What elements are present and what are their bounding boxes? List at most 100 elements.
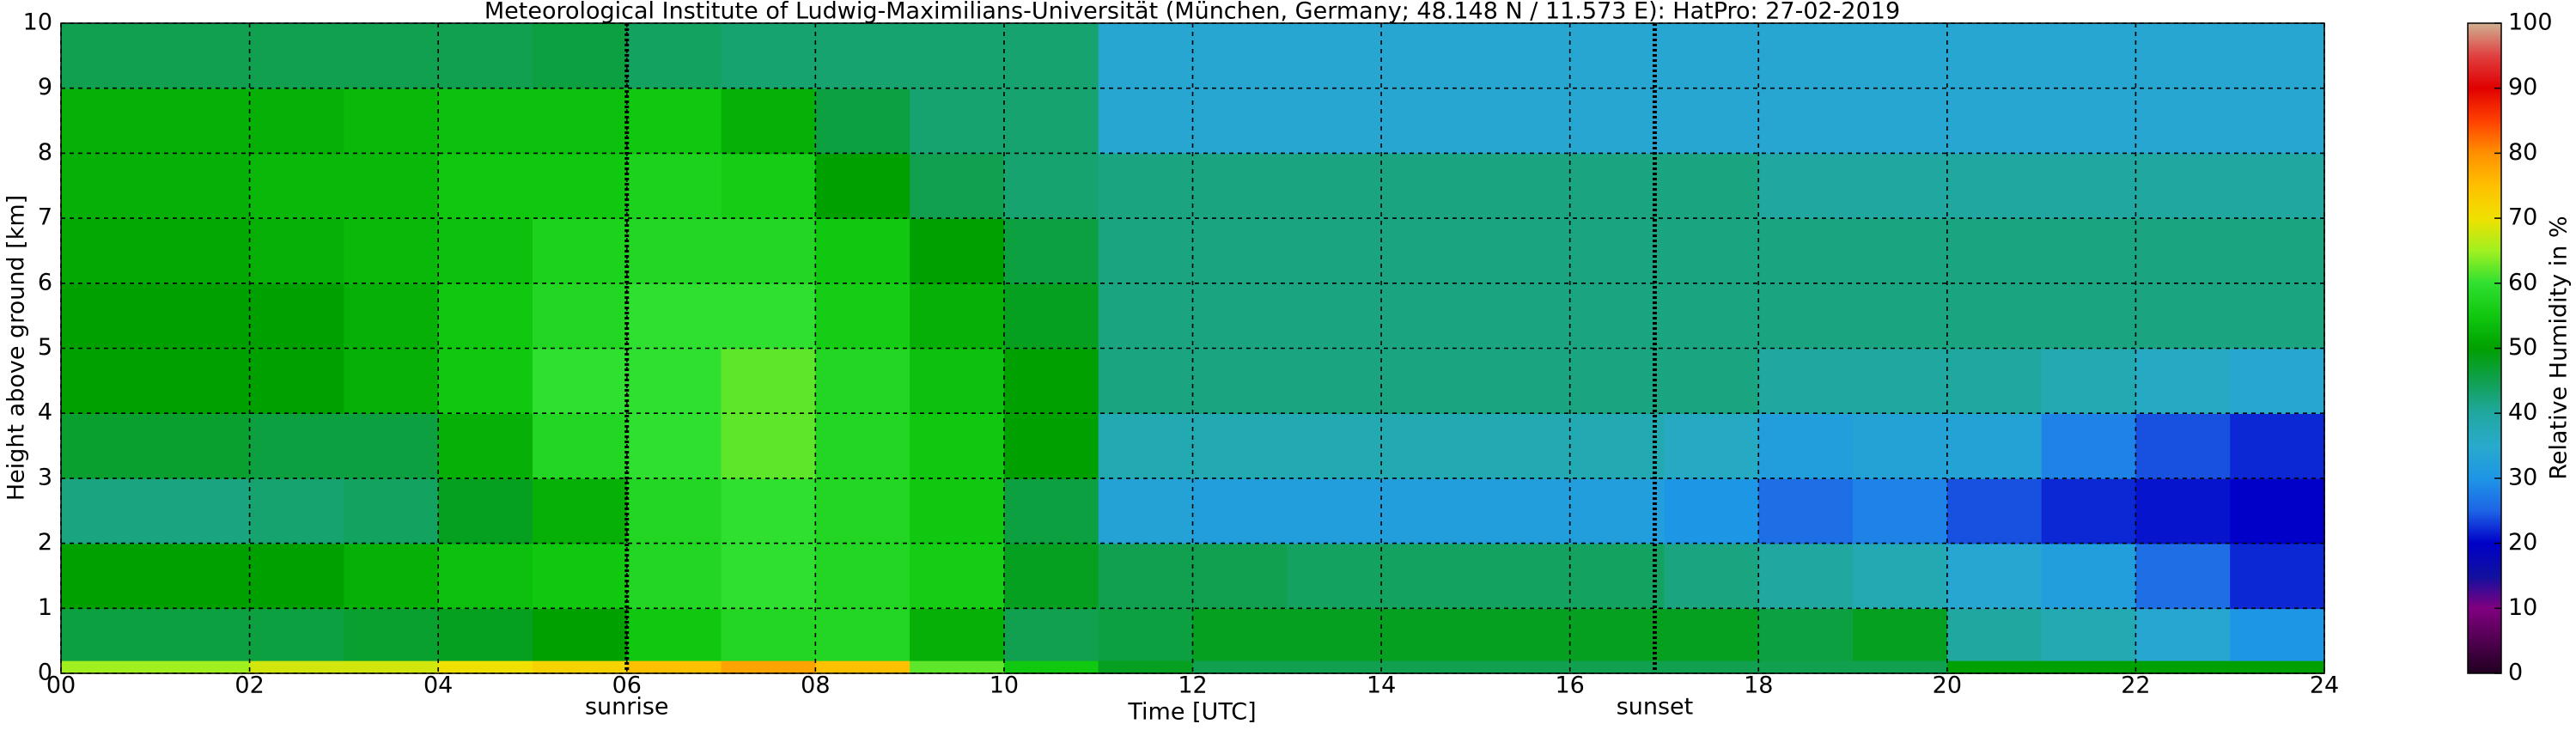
heatmap-cell	[1003, 478, 1099, 544]
heatmap-cell	[721, 413, 817, 479]
heatmap-cell	[438, 413, 533, 479]
heatmap-cell	[2230, 23, 2325, 89]
heatmap-cell	[155, 608, 251, 661]
heatmap-cell	[1569, 478, 1666, 544]
heatmap-cell	[1475, 608, 1571, 661]
colorbar-tick-label: 10	[2508, 594, 2537, 621]
heatmap-cell	[249, 608, 345, 661]
heatmap-cell	[721, 543, 817, 610]
heatmap-cell	[438, 660, 533, 674]
heatmap-cell	[1853, 153, 1948, 219]
heatmap-cell	[155, 88, 251, 155]
heatmap-cell	[910, 348, 1005, 414]
y-tick-label: 4	[38, 399, 52, 426]
heatmap-cell	[721, 478, 817, 544]
heatmap-cell	[1192, 23, 1288, 89]
colorbar-tick-label: 0	[2508, 660, 2523, 686]
heatmap-cell	[61, 543, 156, 610]
heatmap-cell	[438, 543, 533, 610]
heatmap-cell	[721, 23, 817, 89]
heatmap-cell	[1287, 218, 1382, 284]
heatmap-cell	[1098, 218, 1194, 284]
heatmap-cell	[155, 413, 251, 479]
colorbar-tick-label: 80	[2508, 139, 2537, 166]
heatmap-cell	[1758, 153, 1854, 219]
heatmap-cell	[1098, 283, 1194, 350]
y-tick-label: 1	[38, 594, 52, 621]
heatmap-cell	[626, 413, 722, 479]
heatmap-cell	[1758, 348, 1854, 414]
heatmap-cell	[910, 153, 1005, 219]
heatmap-cell	[1192, 608, 1288, 661]
heatmap-cell	[61, 478, 156, 544]
heatmap-cell	[1946, 543, 2043, 610]
heatmap-cell	[2230, 478, 2325, 544]
y-tick-label: 5	[38, 334, 52, 361]
heatmap-cell	[532, 660, 628, 674]
heatmap-cell	[1475, 283, 1571, 350]
heatmap-cell	[910, 660, 1005, 674]
heatmap-cell	[344, 608, 439, 661]
heatmap-cell	[532, 88, 628, 155]
x-tick-label: 22	[2121, 672, 2150, 699]
heatmap-cell	[2135, 660, 2232, 674]
heatmap-cell	[438, 283, 533, 350]
heatmap-cell	[815, 478, 910, 544]
annotation-label: sunset	[1617, 694, 1694, 721]
heatmap-cell	[1758, 608, 1854, 661]
heatmap-cell	[532, 608, 628, 661]
heatmap-cell	[1003, 218, 1099, 284]
heatmap-cell	[1664, 348, 1760, 414]
heatmap-cell	[438, 23, 533, 89]
heatmap-cell	[1475, 543, 1571, 610]
heatmap-cell	[1758, 660, 1854, 674]
heatmap-cell	[2135, 413, 2232, 479]
x-tick-label: 02	[234, 672, 264, 699]
heatmap-cell	[721, 88, 817, 155]
x-tick-label: 16	[1555, 672, 1584, 699]
heatmap-cell	[1664, 608, 1760, 661]
heatmap-cell	[1758, 218, 1854, 284]
heatmap-cell	[249, 218, 345, 284]
heatmap-cell	[1098, 660, 1194, 674]
heatmap-cell	[61, 348, 156, 414]
heatmap-cell	[910, 608, 1005, 661]
heatmap-cell	[2041, 153, 2137, 219]
y-tick-label: 9	[38, 74, 52, 100]
x-tick-label: 14	[1367, 672, 1396, 699]
heatmap-cell	[1003, 413, 1099, 479]
heatmap-cell	[2041, 218, 2137, 284]
x-axis-label: Time [UTC]	[1127, 699, 1256, 726]
heatmap-cell	[155, 153, 251, 219]
heatmap-cell	[1569, 413, 1666, 479]
heatmap-cell	[2135, 153, 2232, 219]
x-tick-label: 06	[612, 672, 642, 699]
heatmap-cell	[1287, 543, 1382, 610]
heatmap-cell	[532, 543, 628, 610]
heatmap-cell	[815, 283, 910, 350]
heatmap-cell	[2135, 23, 2232, 89]
colorbar-label: Relative Humidity in %	[2546, 216, 2573, 479]
heatmap-cell	[61, 413, 156, 479]
heatmap-cell	[815, 660, 910, 674]
heatmap-cell	[2041, 88, 2137, 155]
heatmap-cell	[2230, 543, 2325, 610]
heatmap-cell	[1287, 413, 1382, 479]
heatmap-cell	[626, 218, 722, 284]
heatmap-cell	[1287, 478, 1382, 544]
y-tick-label: 2	[38, 529, 52, 556]
heatmap-cell	[532, 348, 628, 414]
heatmap-cell	[532, 478, 628, 544]
heatmap-cell	[815, 608, 910, 661]
heatmap-cell	[1946, 88, 2043, 155]
heatmap-cell	[626, 23, 722, 89]
heatmap-cell	[1664, 413, 1760, 479]
heatmap-cell	[1475, 413, 1571, 479]
heatmap-cell	[1664, 23, 1760, 89]
heatmap-cell	[249, 478, 345, 544]
heatmap-cell	[2135, 348, 2232, 414]
heatmap-cell	[2135, 543, 2232, 610]
heatmap-cell	[344, 283, 439, 350]
heatmap-cell	[344, 660, 439, 674]
x-tick-label: 10	[990, 672, 1019, 699]
